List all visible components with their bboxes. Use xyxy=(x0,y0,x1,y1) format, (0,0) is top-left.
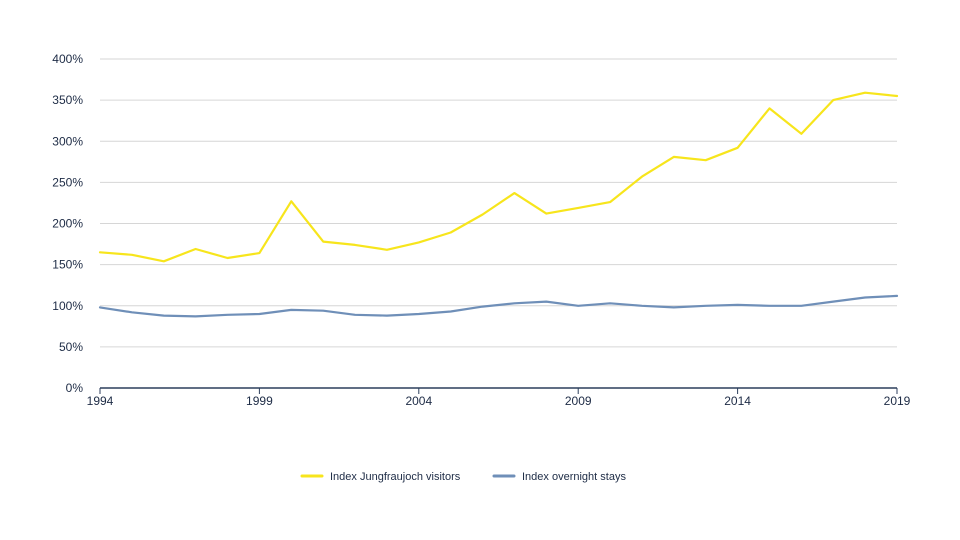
x-tick-label: 2004 xyxy=(405,394,432,408)
x-tick-label: 1999 xyxy=(246,394,273,408)
gridlines xyxy=(100,58,897,348)
x-tick-label: 2014 xyxy=(724,394,751,408)
series-lines xyxy=(98,91,899,318)
y-tick-label: 0% xyxy=(66,381,84,395)
y-tick-label: 250% xyxy=(52,175,83,189)
x-axis-tick-labels: 1994 1999 2004 2009 2014 2019 xyxy=(87,394,911,408)
y-tick-label: 50% xyxy=(59,340,83,354)
y-axis-tick-labels: 0% 50% 100% 150% 200% 250% 300% 350% 400% xyxy=(52,52,83,395)
x-tick-label: 2019 xyxy=(884,394,911,408)
y-tick-label: 400% xyxy=(52,52,83,66)
y-tick-label: 300% xyxy=(52,134,83,148)
y-tick-label: 200% xyxy=(52,217,83,231)
y-tick-label: 100% xyxy=(52,299,83,313)
x-tick-label: 2009 xyxy=(565,394,592,408)
y-tick-label: 350% xyxy=(52,93,83,107)
legend: Index Jungfraujoch visitors Index overnig… xyxy=(300,471,626,483)
x-tick-label: 1994 xyxy=(87,394,114,408)
x-axis xyxy=(99,387,898,394)
y-tick-label: 150% xyxy=(52,258,83,272)
series-line-jungfraujoch-visitors xyxy=(98,91,899,263)
legend-label-jungfraujoch-visitors: Index Jungfraujoch visitors xyxy=(330,471,461,483)
series-line-overnight-stays xyxy=(98,294,899,318)
legend-label-overnight-stays: Index overnight stays xyxy=(522,471,626,483)
